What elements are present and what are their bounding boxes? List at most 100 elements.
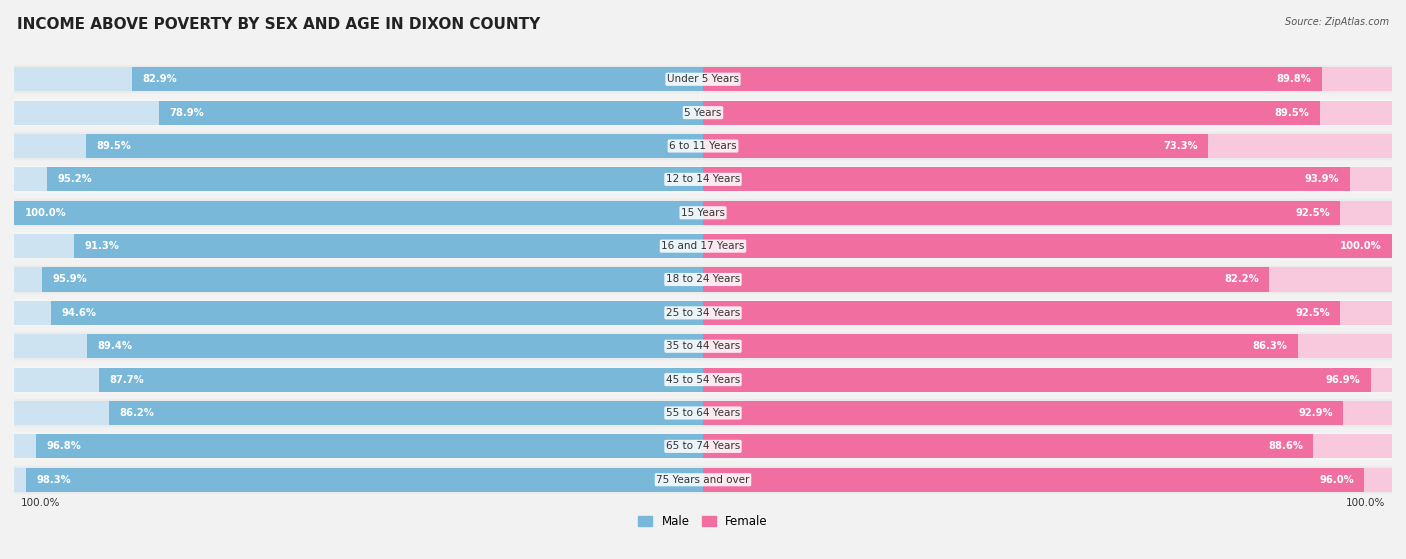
Bar — [703, 301, 1392, 325]
Bar — [14, 101, 703, 125]
Bar — [703, 368, 1371, 392]
Text: 98.3%: 98.3% — [37, 475, 70, 485]
Text: 89.4%: 89.4% — [97, 341, 132, 351]
Text: 92.9%: 92.9% — [1298, 408, 1333, 418]
Text: 93.9%: 93.9% — [1305, 174, 1340, 184]
Bar — [86, 134, 703, 158]
Bar — [14, 368, 703, 392]
Bar — [14, 67, 703, 91]
Text: 86.3%: 86.3% — [1253, 341, 1288, 351]
Bar — [703, 134, 1208, 158]
Text: 5 Years: 5 Years — [685, 108, 721, 117]
Bar — [703, 434, 1313, 458]
Bar — [14, 201, 703, 225]
Bar — [132, 67, 703, 91]
Text: 89.5%: 89.5% — [1274, 108, 1309, 117]
Text: 89.8%: 89.8% — [1277, 74, 1312, 84]
Text: 82.9%: 82.9% — [142, 74, 177, 84]
Bar — [703, 401, 1392, 425]
Bar — [703, 334, 1298, 358]
Text: 82.2%: 82.2% — [1225, 274, 1258, 285]
Bar — [703, 201, 1392, 225]
Bar — [703, 268, 1392, 291]
Bar — [25, 468, 703, 492]
Text: 100.0%: 100.0% — [1340, 241, 1382, 251]
Bar — [703, 67, 1392, 91]
Text: 96.9%: 96.9% — [1326, 375, 1360, 385]
FancyBboxPatch shape — [14, 332, 1392, 360]
Bar — [87, 334, 703, 358]
FancyBboxPatch shape — [14, 399, 1392, 427]
Bar — [703, 101, 1392, 125]
Text: 96.8%: 96.8% — [46, 442, 82, 451]
FancyBboxPatch shape — [14, 232, 1392, 260]
Bar — [48, 167, 703, 191]
Text: 35 to 44 Years: 35 to 44 Years — [666, 341, 740, 351]
Bar — [703, 268, 1270, 291]
Bar — [14, 334, 703, 358]
Text: 95.9%: 95.9% — [52, 274, 87, 285]
Text: 87.7%: 87.7% — [110, 375, 143, 385]
Text: 15 Years: 15 Years — [681, 208, 725, 218]
Bar — [703, 101, 1320, 125]
Bar — [14, 134, 703, 158]
Bar — [703, 301, 1340, 325]
Text: 12 to 14 Years: 12 to 14 Years — [666, 174, 740, 184]
Text: 65 to 74 Years: 65 to 74 Years — [666, 442, 740, 451]
Bar — [159, 101, 703, 125]
Text: 100.0%: 100.0% — [24, 208, 66, 218]
Text: 91.3%: 91.3% — [84, 241, 120, 251]
Text: 92.5%: 92.5% — [1295, 208, 1330, 218]
Bar — [703, 67, 1322, 91]
FancyBboxPatch shape — [14, 65, 1392, 93]
Text: INCOME ABOVE POVERTY BY SEX AND AGE IN DIXON COUNTY: INCOME ABOVE POVERTY BY SEX AND AGE IN D… — [17, 17, 540, 32]
Bar — [14, 234, 703, 258]
Text: Source: ZipAtlas.com: Source: ZipAtlas.com — [1285, 17, 1389, 27]
Text: 100.0%: 100.0% — [21, 498, 60, 508]
Text: 94.6%: 94.6% — [62, 308, 97, 318]
FancyBboxPatch shape — [14, 165, 1392, 193]
Text: 92.5%: 92.5% — [1295, 308, 1330, 318]
Bar — [14, 167, 703, 191]
Text: 45 to 54 Years: 45 to 54 Years — [666, 375, 740, 385]
Text: 55 to 64 Years: 55 to 64 Years — [666, 408, 740, 418]
FancyBboxPatch shape — [14, 98, 1392, 127]
FancyBboxPatch shape — [14, 199, 1392, 227]
Text: 73.3%: 73.3% — [1163, 141, 1198, 151]
Text: 18 to 24 Years: 18 to 24 Years — [666, 274, 740, 285]
FancyBboxPatch shape — [14, 266, 1392, 293]
FancyBboxPatch shape — [14, 432, 1392, 461]
Bar — [42, 268, 703, 291]
FancyBboxPatch shape — [14, 299, 1392, 327]
Bar — [14, 468, 703, 492]
Bar — [703, 468, 1364, 492]
Text: 89.5%: 89.5% — [97, 141, 132, 151]
Text: 100.0%: 100.0% — [1346, 498, 1385, 508]
Bar — [703, 134, 1392, 158]
Bar — [14, 434, 703, 458]
Text: 88.6%: 88.6% — [1268, 442, 1303, 451]
FancyBboxPatch shape — [14, 132, 1392, 160]
Legend: Male, Female: Male, Female — [634, 510, 772, 533]
Bar — [14, 401, 703, 425]
Text: 95.2%: 95.2% — [58, 174, 93, 184]
Text: 6 to 11 Years: 6 to 11 Years — [669, 141, 737, 151]
Bar — [703, 334, 1392, 358]
Bar — [110, 401, 703, 425]
Bar — [703, 234, 1392, 258]
Bar — [14, 301, 703, 325]
Text: 25 to 34 Years: 25 to 34 Years — [666, 308, 740, 318]
Bar — [75, 234, 703, 258]
FancyBboxPatch shape — [14, 466, 1392, 494]
Bar — [14, 201, 703, 225]
Bar — [703, 201, 1340, 225]
Bar — [37, 434, 703, 458]
Text: 75 Years and over: 75 Years and over — [657, 475, 749, 485]
FancyBboxPatch shape — [14, 366, 1392, 394]
Bar — [14, 268, 703, 291]
Bar — [51, 301, 703, 325]
Bar — [703, 434, 1392, 458]
Text: Under 5 Years: Under 5 Years — [666, 74, 740, 84]
Bar — [703, 234, 1392, 258]
Text: 96.0%: 96.0% — [1319, 475, 1354, 485]
